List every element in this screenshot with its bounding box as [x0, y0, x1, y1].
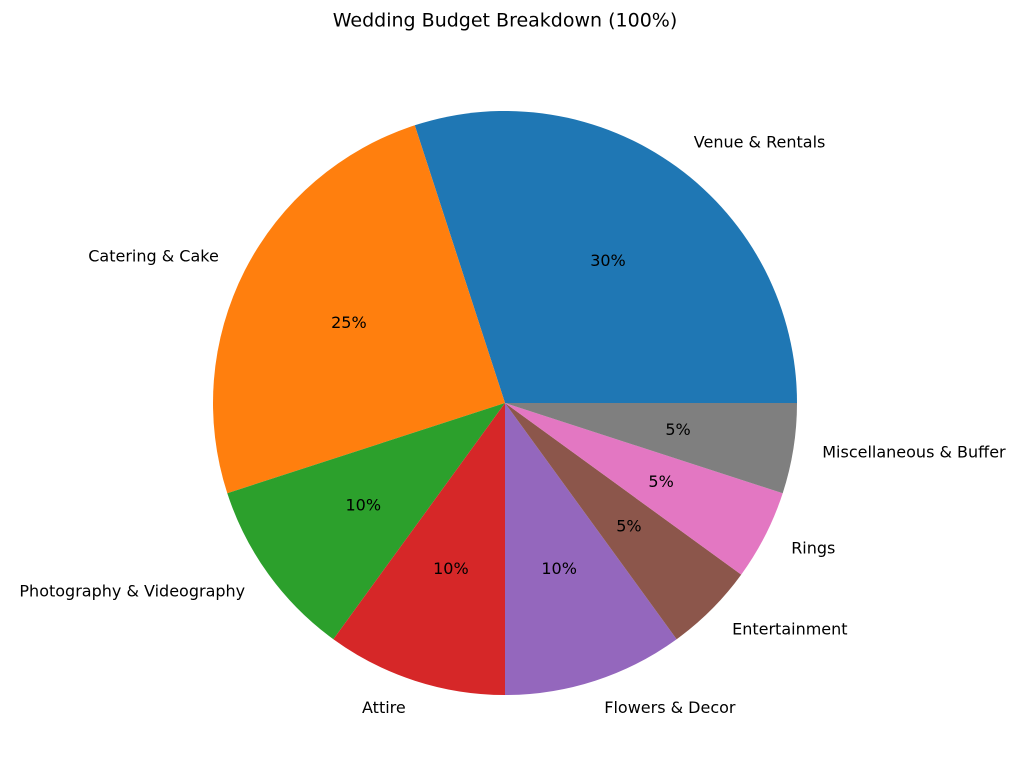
slice-label: Venue & Rentals: [694, 133, 826, 152]
slice-label: Miscellaneous & Buffer: [822, 443, 1006, 462]
slice-label: Rings: [791, 538, 835, 557]
value-label: 5%: [665, 420, 690, 439]
slice-label: Catering & Cake: [88, 247, 219, 266]
value-label: 5%: [648, 472, 673, 491]
slice-label: Attire: [362, 698, 406, 717]
slice-label: Flowers & Decor: [604, 698, 736, 717]
pie-slice: [505, 403, 797, 494]
pie-slice: [333, 403, 505, 695]
value-label: 30%: [590, 251, 626, 270]
value-label: 10%: [433, 559, 469, 578]
value-label: 25%: [331, 313, 367, 332]
pie-slice: [227, 403, 505, 640]
value-label: 10%: [345, 495, 381, 514]
pie-slice: [414, 111, 797, 404]
pie-slice: [505, 403, 677, 695]
slice-label: Photography & Videography: [19, 581, 245, 600]
pie-slice: [505, 403, 783, 575]
pie-slice: [505, 403, 742, 640]
chart-title: Wedding Budget Breakdown (100%): [333, 10, 678, 32]
slice-label: Entertainment: [732, 620, 847, 639]
value-label: 10%: [541, 559, 577, 578]
pie-slice: [213, 125, 506, 494]
value-label: 5%: [616, 516, 641, 535]
